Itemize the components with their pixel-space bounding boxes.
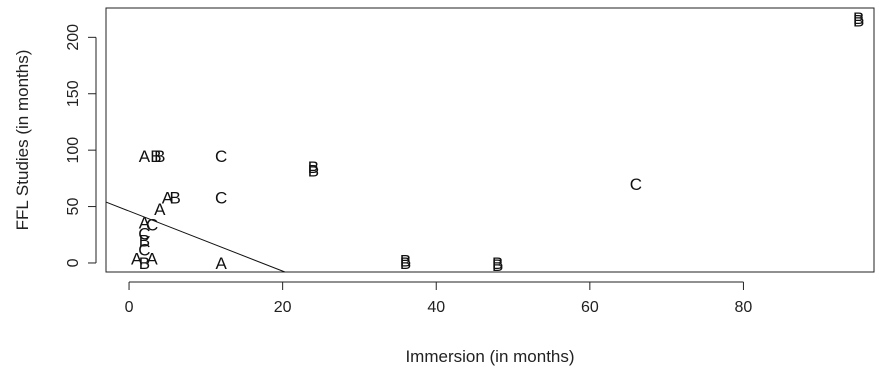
data-point: B bbox=[492, 254, 503, 273]
y-tick-label: 200 bbox=[65, 24, 82, 51]
data-point: A bbox=[162, 189, 174, 208]
plot-frame bbox=[105, 7, 875, 273]
data-point: B bbox=[400, 254, 411, 273]
x-axis: 0 20 40 60 80 bbox=[125, 281, 753, 316]
x-tick-label: 40 bbox=[427, 299, 445, 316]
data-point: B bbox=[853, 11, 864, 30]
data-point: B bbox=[139, 231, 150, 250]
data-point: B bbox=[308, 158, 319, 177]
data-point: B bbox=[169, 189, 180, 208]
x-tick-label: 0 bbox=[125, 299, 134, 316]
y-tick-label: 150 bbox=[65, 80, 82, 107]
data-point: C bbox=[146, 216, 158, 235]
data-point: B bbox=[400, 252, 411, 271]
y-axis: 0 50 100 150 200 bbox=[65, 24, 97, 267]
data-point: C bbox=[215, 147, 227, 166]
data-point: A bbox=[139, 147, 151, 166]
y-tick-label: 100 bbox=[65, 137, 82, 164]
data-point: A bbox=[146, 249, 158, 268]
data-point: B bbox=[492, 256, 503, 275]
y-tick-label: 50 bbox=[65, 198, 82, 216]
y-tick-label: 0 bbox=[65, 258, 82, 267]
fit-line bbox=[105, 201, 286, 273]
data-point: B bbox=[154, 147, 165, 166]
data-point: C bbox=[630, 175, 642, 194]
x-axis-title: Immersion (in months) bbox=[405, 347, 574, 366]
x-tick-label: 60 bbox=[581, 299, 599, 316]
data-point: B bbox=[853, 9, 864, 28]
data-point: A bbox=[139, 213, 151, 232]
data-point: A bbox=[131, 249, 143, 268]
data-point: A bbox=[216, 254, 228, 273]
fit-lines bbox=[105, 201, 286, 273]
x-tick-label: 20 bbox=[274, 299, 292, 316]
data-point: B bbox=[150, 147, 161, 166]
data-point: B bbox=[139, 254, 150, 273]
data-point: C bbox=[215, 189, 227, 208]
data-point: C bbox=[138, 225, 150, 244]
data-point: B bbox=[308, 161, 319, 180]
data-point: C bbox=[138, 240, 150, 259]
y-axis-title: FFL Studies (in months) bbox=[13, 50, 32, 231]
x-tick-label: 80 bbox=[735, 299, 753, 316]
data-point: A bbox=[154, 200, 166, 219]
